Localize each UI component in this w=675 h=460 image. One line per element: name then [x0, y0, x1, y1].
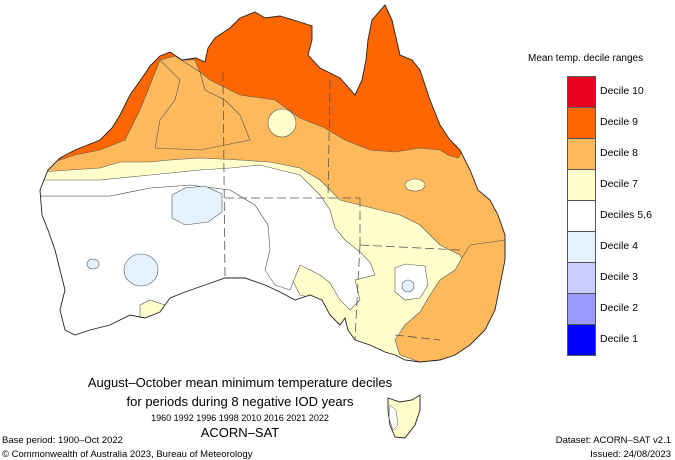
legend-swatch	[567, 293, 596, 324]
copyright: © Commonwealth of Australia 2023, Bureau…	[2, 449, 253, 460]
legend-swatch	[567, 231, 596, 262]
legend-swatch	[567, 200, 596, 231]
australia-decile-map	[39, 4, 506, 439]
legend-title: Mean temp. decile ranges	[528, 53, 644, 64]
legend-label: Decile 9	[600, 116, 638, 128]
decile7-island-nt	[267, 108, 297, 138]
legend-swatch	[567, 76, 596, 107]
decile8-kimberley	[154, 55, 251, 151]
decile7-island-qld	[404, 178, 426, 192]
legend-label: Decile 10	[600, 85, 644, 97]
decile4-pocket-south	[123, 253, 159, 287]
legend-swatch	[567, 262, 596, 293]
legend-swatch	[567, 107, 596, 138]
legend-label: Decile 1	[600, 333, 638, 345]
tasmania-west-white	[388, 404, 399, 431]
legend-label: Decile 7	[600, 178, 638, 190]
legend-swatch	[567, 138, 596, 169]
map-title-dataset: ACORN–SAT	[200, 425, 280, 440]
map-title-line2: for periods during 8 negative IOD years	[126, 394, 354, 409]
decile4-pocket-nsw	[401, 279, 415, 293]
legend-swatch	[567, 324, 596, 356]
decile-regions	[40, 5, 505, 362]
legend-label: Decile 8	[600, 147, 638, 159]
legend-swatch	[567, 169, 596, 200]
legend-label: Deciles 5,6	[600, 209, 652, 221]
state-borders	[222, 71, 461, 341]
legend-label: Decile 4	[600, 240, 638, 252]
legend-label: Decile 3	[600, 271, 638, 283]
map-title-years: 1960 1992 1996 1998 2010 2016 2021 2022	[151, 413, 329, 423]
legend-label: Decile 2	[600, 302, 638, 314]
base-period: Base period: 1900–Oct 2022	[2, 435, 123, 446]
dataset-version: Dataset: ACORN–SAT v2.1	[555, 435, 671, 446]
decile56-region	[40, 164, 376, 311]
decile4-pocket-north	[171, 185, 223, 226]
issued-date: Issued: 24/08/2023	[590, 449, 671, 460]
map-title-line1: August–October mean minimum temperature …	[87, 375, 393, 390]
decile4-pocket-west	[86, 258, 100, 270]
